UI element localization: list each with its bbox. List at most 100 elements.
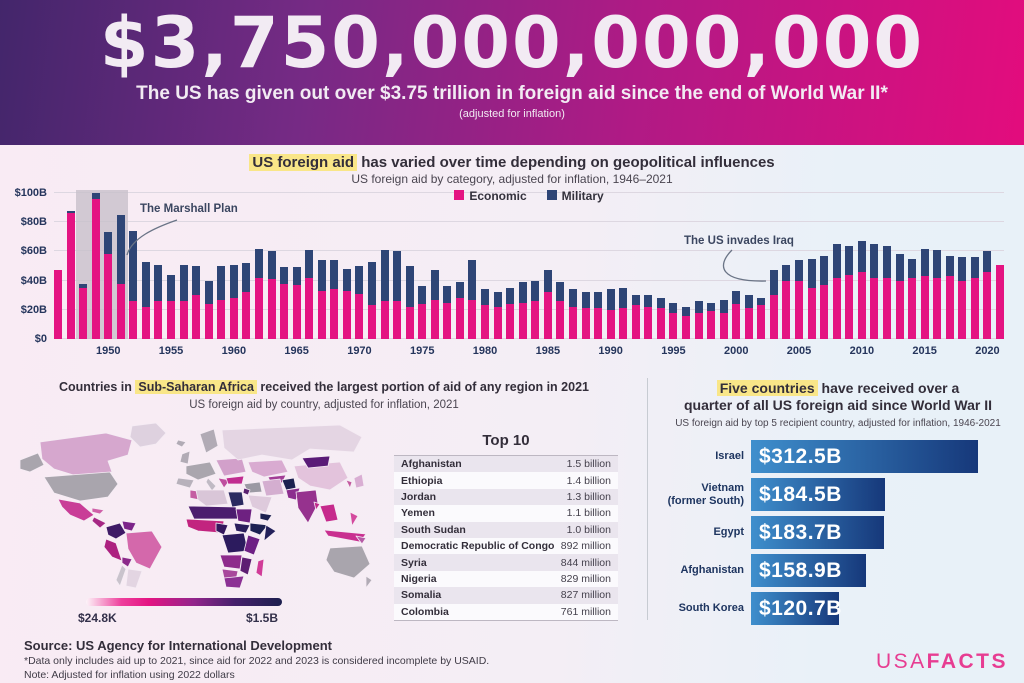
stacked-bar-2014 xyxy=(908,258,917,339)
economic-segment xyxy=(192,295,201,339)
timeseries-subtitle: US foreign aid by category, adjusted for… xyxy=(351,172,673,186)
economic-segment xyxy=(506,303,515,339)
stacked-bar-1962 xyxy=(254,248,263,339)
top5-row: Egypt $183.7B xyxy=(656,516,1020,549)
economic-segment xyxy=(179,301,188,339)
footnote-2: Note: Adjusted for inflation using 2022 … xyxy=(24,669,235,681)
military-segment xyxy=(506,287,515,304)
military-segment xyxy=(455,282,464,299)
economic-segment xyxy=(468,299,477,339)
military-segment xyxy=(619,287,628,309)
military-segment xyxy=(669,302,678,313)
military-segment xyxy=(543,270,552,293)
headline-subtitle: The US has given out over $3.75 trillion… xyxy=(136,82,888,104)
stacked-bar-1989 xyxy=(594,292,603,339)
military-segment xyxy=(970,257,979,278)
table-cell-amount: 1.4 billion xyxy=(566,474,611,487)
choropleth-color-scale xyxy=(86,598,282,606)
military-segment xyxy=(405,266,414,307)
military-segment xyxy=(267,251,276,280)
x-axis-label: 1965 xyxy=(284,345,309,357)
military-segment xyxy=(895,254,904,281)
top5-bar-afghanistan: $158.9B xyxy=(751,554,867,587)
table-cell-amount: 827 million xyxy=(560,589,611,602)
x-axis-label: 2010 xyxy=(849,345,875,357)
table-row: Ethiopia 1.4 billion xyxy=(394,472,618,489)
economic-segment xyxy=(820,284,829,339)
top5-bar-israel: $312.5B xyxy=(751,440,978,473)
economic-segment xyxy=(141,306,150,339)
economic-segment xyxy=(79,287,88,339)
military-segment xyxy=(870,244,879,278)
stacked-bar-1946 xyxy=(54,270,62,339)
military-swatch-icon xyxy=(546,190,557,200)
timeseries-section: US foreign aid has varied over time depe… xyxy=(0,145,1024,368)
legend-label: Economic xyxy=(469,189,527,203)
hero-banner: $3,750,000,000,000 The US has given out … xyxy=(0,0,1024,145)
x-axis-label: 1950 xyxy=(95,345,121,357)
table-cell-amount: 1.1 billion xyxy=(566,507,611,520)
economic-segment xyxy=(568,306,577,339)
stacked-bar-1974 xyxy=(405,266,414,339)
stacked-bar-1987 xyxy=(568,289,577,339)
stacked-bar-1982 xyxy=(506,287,515,339)
table-cell-country: Yemen xyxy=(401,507,435,520)
stacked-bar-2016 xyxy=(933,249,942,339)
scale-max-label: $1.5B xyxy=(246,611,279,625)
map-section-title: Countries in Sub-Saharan Africa received… xyxy=(59,380,589,394)
stacked-bar-1975 xyxy=(418,286,427,339)
military-segment xyxy=(719,299,728,313)
economic-segment xyxy=(581,308,590,339)
table-row: Democratic Republic of Congo 892 million xyxy=(394,537,618,555)
stacked-bar-1969 xyxy=(342,268,351,339)
top5-row: Israel $312.5B xyxy=(656,440,1020,473)
stacked-bar-2006 xyxy=(807,258,816,339)
stacked-bar-2011 xyxy=(870,244,879,339)
stacked-bar-1959 xyxy=(217,266,226,339)
stacked-bar-1955 xyxy=(167,274,176,339)
economic-segment xyxy=(267,279,276,339)
military-segment xyxy=(305,249,314,278)
stacked-bar-1990 xyxy=(606,289,615,339)
military-segment xyxy=(757,298,766,306)
stacked-bar-2005 xyxy=(795,260,804,339)
stacked-bar-1963 xyxy=(267,251,276,339)
top10-table: Top 10 Afghanistan 1.5 billion Ethiopia 1.4… xyxy=(394,432,618,621)
table-row: South Sudan 1.0 billion xyxy=(394,521,618,538)
economic-segment xyxy=(405,306,414,339)
economic-segment xyxy=(732,303,741,339)
military-segment xyxy=(116,214,125,284)
table-cell-country: Syria xyxy=(401,556,427,569)
annotation-iraq-invasion: The US invades Iraq xyxy=(684,235,794,247)
military-segment xyxy=(732,290,741,304)
map-section-subtitle: US foreign aid by country, adjusted for … xyxy=(189,399,459,411)
economic-segment xyxy=(254,277,263,339)
stacked-bar-2009 xyxy=(845,245,854,339)
military-segment xyxy=(945,255,954,277)
military-segment xyxy=(782,264,791,281)
table-row: Yemen 1.1 billion xyxy=(394,505,618,522)
military-segment xyxy=(104,232,113,255)
footer: Source: US Agency for International Deve… xyxy=(24,638,489,681)
x-axis-label: 1970 xyxy=(347,345,372,357)
stacked-bar-2001 xyxy=(744,295,753,339)
gridline xyxy=(54,192,1004,193)
top5-country-label: Vietnam (former South) xyxy=(667,481,744,507)
military-segment xyxy=(91,193,100,199)
table-cell-country: South Sudan xyxy=(401,523,466,536)
table-cell-amount: 1.5 billion xyxy=(566,458,611,471)
stacked-bar-1992 xyxy=(631,295,640,339)
military-segment xyxy=(280,267,289,284)
top5-country-label: Afghanistan xyxy=(680,564,744,577)
table-cell-amount: 829 million xyxy=(560,572,611,585)
x-axis-label: 2020 xyxy=(975,345,1000,357)
top5-value-label: $120.7B xyxy=(759,596,842,620)
chart-legend: Economic Military xyxy=(54,189,1004,203)
economic-segment xyxy=(342,290,351,339)
military-segment xyxy=(531,280,540,302)
stacked-bar-1985 xyxy=(543,270,552,339)
stacked-bar-1958 xyxy=(204,280,213,339)
military-segment xyxy=(707,302,716,312)
table-cell-amount: 1.0 billion xyxy=(566,523,611,536)
